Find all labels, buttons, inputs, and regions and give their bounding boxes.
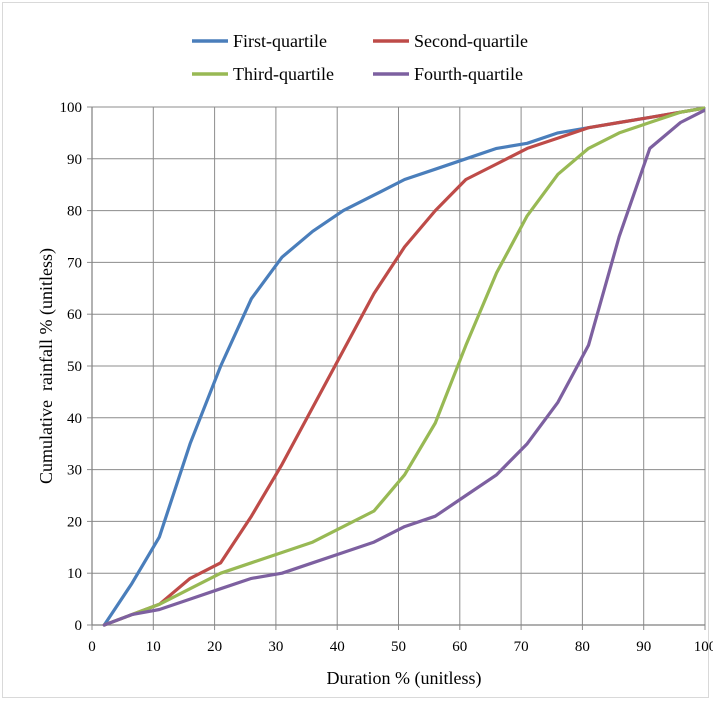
legend-label: Third-quartile	[233, 64, 334, 84]
x-tick-label: 0	[88, 639, 96, 655]
grid	[91, 106, 706, 626]
x-tick-label: 100	[694, 639, 713, 655]
x-tick-label: 10	[146, 639, 161, 655]
y-tick-label: 20	[67, 514, 82, 530]
y-tick-label: 0	[75, 618, 83, 634]
legend-item-third-quartile: Third-quartile	[192, 64, 334, 84]
legend-item-first-quartile: First-quartile	[192, 31, 327, 51]
y-tick-label: 70	[67, 255, 82, 271]
y-tick-label: 100	[60, 100, 83, 116]
y-axis-title: Cumulative rainfall % (unitless)	[36, 248, 57, 484]
y-tick-label: 50	[67, 359, 82, 375]
x-tick-label: 30	[268, 639, 283, 655]
legend-label: Fourth-quartile	[414, 64, 523, 84]
x-axis-ticks: 0 10 20 30 40 50 60 70 80 90 100	[88, 625, 713, 655]
legend: First-quartile Second-quartile Third-quart…	[192, 31, 528, 84]
y-tick-label: 10	[67, 566, 82, 582]
x-tick-label: 20	[207, 639, 222, 655]
x-axis-title: Duration % (unitless)	[327, 668, 482, 689]
series-lines	[102, 106, 705, 627]
legend-label: First-quartile	[233, 31, 327, 51]
x-tick-label: 50	[391, 639, 406, 655]
x-tick-label: 60	[452, 639, 467, 655]
y-tick-label: 80	[67, 204, 82, 220]
x-tick-label: 80	[575, 639, 590, 655]
y-tick-label: 90	[67, 152, 82, 168]
legend-item-second-quartile: Second-quartile	[373, 31, 528, 51]
legend-label: Second-quartile	[414, 31, 528, 51]
y-axis-ticks: 0 10 20 30 40 50 60 70 80 90 100	[60, 100, 92, 634]
series-line-second-quartile	[102, 106, 705, 627]
y-tick-label: 30	[67, 463, 82, 479]
series-line-fourth-quartile	[102, 108, 705, 627]
x-tick-label: 70	[514, 639, 529, 655]
legend-item-fourth-quartile: Fourth-quartile	[373, 64, 523, 84]
y-tick-label: 60	[67, 307, 82, 323]
y-tick-label: 40	[67, 411, 82, 427]
series-line-third-quartile	[102, 106, 705, 627]
x-tick-label: 40	[330, 639, 345, 655]
x-tick-label: 90	[636, 639, 651, 655]
